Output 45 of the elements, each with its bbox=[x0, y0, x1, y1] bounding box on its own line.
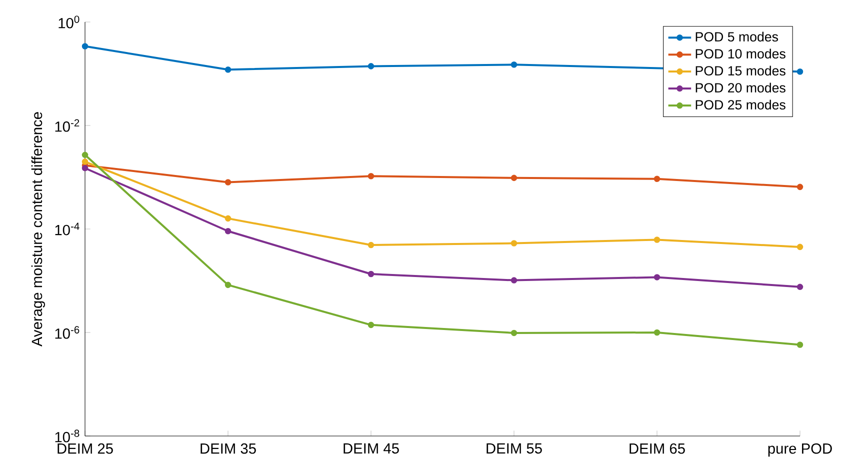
x-tick-label: DEIM 55 bbox=[486, 443, 542, 454]
x-tick-label: DEIM 35 bbox=[200, 443, 256, 454]
point bbox=[82, 152, 88, 158]
legend-label: POD 25 modes bbox=[696, 100, 786, 110]
point bbox=[654, 236, 660, 243]
point bbox=[510, 240, 518, 246]
point bbox=[368, 270, 374, 278]
point bbox=[796, 342, 804, 348]
y-tick-label: 10$^{-4}$ bbox=[55, 222, 80, 236]
x-tick-label: DEIM 45 bbox=[344, 443, 399, 454]
x-tick-label: DEIM 65 bbox=[630, 443, 685, 454]
y-tick-label: 10$^{-8}$ bbox=[55, 430, 80, 442]
point bbox=[796, 244, 804, 250]
point bbox=[796, 184, 804, 190]
legend-label: POD 15 modes bbox=[696, 66, 786, 76]
legend-label: POD 5 modes bbox=[696, 32, 778, 42]
point bbox=[82, 158, 88, 165]
y-axis-title: Average moisture content difference bbox=[31, 112, 46, 347]
point bbox=[368, 242, 374, 248]
point bbox=[82, 43, 88, 50]
point bbox=[224, 282, 232, 288]
point bbox=[654, 329, 660, 336]
point bbox=[796, 284, 804, 290]
point bbox=[224, 179, 232, 186]
point bbox=[368, 173, 374, 180]
point bbox=[510, 330, 518, 336]
point bbox=[654, 274, 660, 280]
y-tick-label: 10$^{-2}$ bbox=[55, 119, 80, 132]
point bbox=[796, 68, 804, 75]
point bbox=[224, 66, 232, 73]
point bbox=[510, 277, 518, 284]
point bbox=[654, 176, 660, 182]
point bbox=[368, 322, 374, 328]
y-tick-label: 10$^{-6}$ bbox=[55, 326, 80, 339]
point bbox=[224, 215, 232, 222]
y-tick-label: 10$^{0}$ bbox=[58, 16, 80, 28]
x-tick-label: pure POD bbox=[768, 443, 832, 457]
point bbox=[510, 174, 518, 182]
point bbox=[82, 165, 88, 172]
point bbox=[368, 63, 374, 70]
x-tick-label: DEIM 25 bbox=[58, 443, 113, 454]
point bbox=[224, 228, 232, 234]
legend-label: POD 20 modes bbox=[696, 82, 786, 93]
legend-label: POD 10 modes bbox=[696, 48, 786, 59]
point bbox=[510, 62, 518, 68]
